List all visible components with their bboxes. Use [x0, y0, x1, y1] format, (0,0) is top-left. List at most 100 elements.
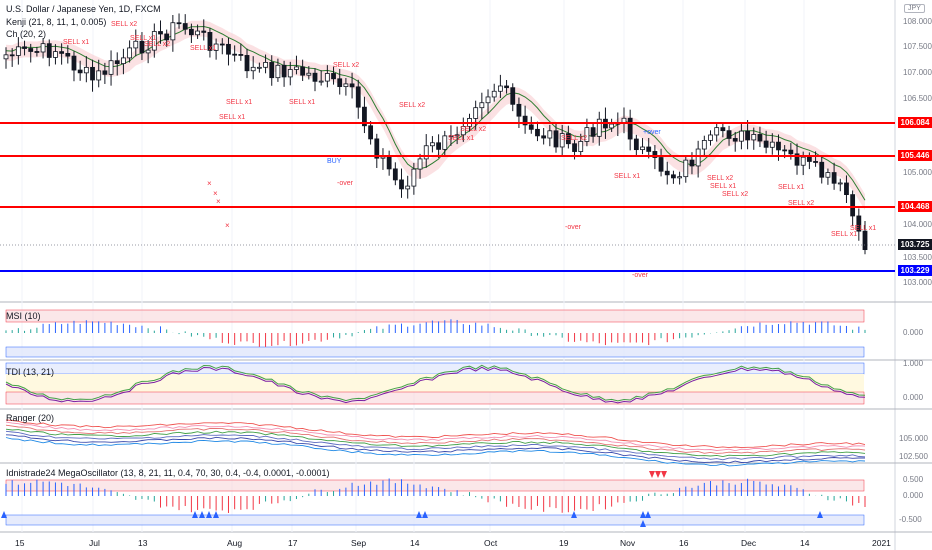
- x-axis-label: Oct: [484, 538, 498, 548]
- msi-lower-band: [5, 346, 865, 358]
- candle-body: [287, 69, 293, 78]
- candle-body: [485, 96, 491, 104]
- candle-body: [392, 168, 398, 181]
- candle-body: [732, 138, 738, 142]
- candle-body: [442, 135, 448, 150]
- price-chip-resistance-1: 106.084: [898, 117, 932, 128]
- price-tick: 103.000: [903, 278, 932, 287]
- currency-badge[interactable]: JPY: [904, 4, 925, 13]
- buy-arrow-icon: [416, 511, 422, 518]
- candle-body: [516, 103, 522, 117]
- candle-body: [65, 52, 71, 57]
- tdi-pane-title[interactable]: TDI (13, 21): [6, 367, 55, 377]
- candle-body: [633, 138, 639, 151]
- sell-signal-label: SELL x2: [707, 175, 733, 182]
- tdi-tick-bottom: 0.000: [903, 393, 924, 402]
- candle-body: [281, 64, 287, 78]
- candle-body: [436, 142, 441, 150]
- sell-signal-label: SELL x1: [778, 184, 804, 191]
- candle-body: [232, 53, 238, 56]
- buy-arrow-icon: [1, 511, 7, 518]
- candle-body: [565, 133, 571, 145]
- study-kenji-label[interactable]: Kenji (21, 8, 11, 1, 0.005): [6, 17, 107, 27]
- candle-body: [695, 148, 701, 167]
- over-signal-label: -over: [565, 224, 582, 231]
- candle-body: [460, 126, 466, 136]
- candle-body: [213, 43, 219, 51]
- buy-arrow-icon: [817, 511, 823, 518]
- candle-body: [158, 31, 163, 35]
- candle-body: [368, 125, 374, 140]
- candle-body: [127, 47, 132, 59]
- candle-body: [226, 43, 231, 55]
- x-axis-label: Jul: [89, 538, 100, 548]
- buy-arrow-icon: [213, 511, 219, 518]
- x-axis-label: 17: [288, 538, 298, 548]
- chart-title: U.S. Dollar / Japanese Yen, 1D, FXCM: [6, 4, 161, 14]
- ranger-line: [5, 424, 866, 454]
- candle-body: [664, 170, 670, 176]
- candle-body: [355, 86, 361, 108]
- sell-signal-label: SELL x2: [111, 21, 137, 28]
- candle-body: [374, 138, 380, 159]
- study-channel-label[interactable]: Ch (20, 2): [6, 29, 47, 39]
- x-axis-label: 14: [410, 538, 420, 548]
- candle-body: [362, 106, 367, 127]
- candle-body: [312, 72, 318, 82]
- candle-body: [9, 54, 15, 57]
- candle-body: [652, 151, 658, 158]
- candle-body: [176, 22, 182, 25]
- candle-body: [745, 130, 750, 141]
- candle-body: [40, 43, 46, 53]
- price-tick: 106.500: [903, 94, 932, 103]
- sell-signal-label: SELL x2: [788, 200, 814, 207]
- sell-signal-label: SELL x2: [144, 41, 170, 48]
- candle-body: [53, 51, 58, 58]
- buy-signal-label: BUY: [327, 158, 342, 165]
- candle-body: [411, 168, 417, 187]
- signal-cross-icon: ×: [207, 179, 212, 188]
- candle-body: [479, 102, 485, 109]
- candle-body: [658, 157, 664, 172]
- candle-body: [640, 146, 645, 151]
- candle-body: [541, 135, 547, 139]
- candle-body: [831, 172, 837, 184]
- signal-cross-icon: ×: [225, 221, 230, 230]
- candle-body: [331, 73, 336, 80]
- candle-body: [22, 46, 27, 49]
- msi-pane-title[interactable]: MSI (10): [6, 311, 41, 321]
- mega-tick-top: 0.500: [903, 475, 924, 484]
- candle-body: [677, 176, 683, 179]
- candle-body: [108, 60, 114, 75]
- sell-signal-label: SELL x1: [831, 231, 857, 238]
- ranger-line: [5, 437, 866, 467]
- candle-body: [337, 78, 343, 88]
- candle-body: [739, 130, 744, 142]
- ranger-pane-title[interactable]: Ranger (20): [6, 413, 55, 423]
- candle-body: [306, 72, 312, 76]
- candle-body: [300, 66, 306, 76]
- sell-signal-label: SELL x1: [130, 35, 156, 42]
- candle-body: [423, 145, 429, 160]
- buy-arrow-icon: [640, 520, 646, 527]
- msi-upper-band: [5, 309, 865, 323]
- candle-body: [417, 158, 423, 170]
- candle-body: [269, 62, 275, 79]
- price-tick: 104.000: [903, 220, 932, 229]
- candle-body: [473, 107, 479, 119]
- buy-arrow-icon: [199, 511, 205, 518]
- candle-body: [139, 40, 145, 54]
- candle-body: [102, 70, 108, 75]
- mega-lower-band: [5, 514, 865, 526]
- tdi-line-fast: [5, 364, 866, 402]
- candle-body: [584, 127, 590, 142]
- price-tick: 107.500: [903, 42, 932, 51]
- candle-body: [90, 66, 95, 81]
- price-chip-resistance-3: 104.468: [898, 201, 932, 212]
- mega-pane-title[interactable]: Idnistrade24 MegaOscillator (13, 8, 21, …: [6, 468, 330, 478]
- candle-body: [263, 62, 268, 68]
- candle-body: [164, 33, 170, 41]
- candle-body: [133, 40, 139, 49]
- over-signal-label: -over: [632, 272, 649, 279]
